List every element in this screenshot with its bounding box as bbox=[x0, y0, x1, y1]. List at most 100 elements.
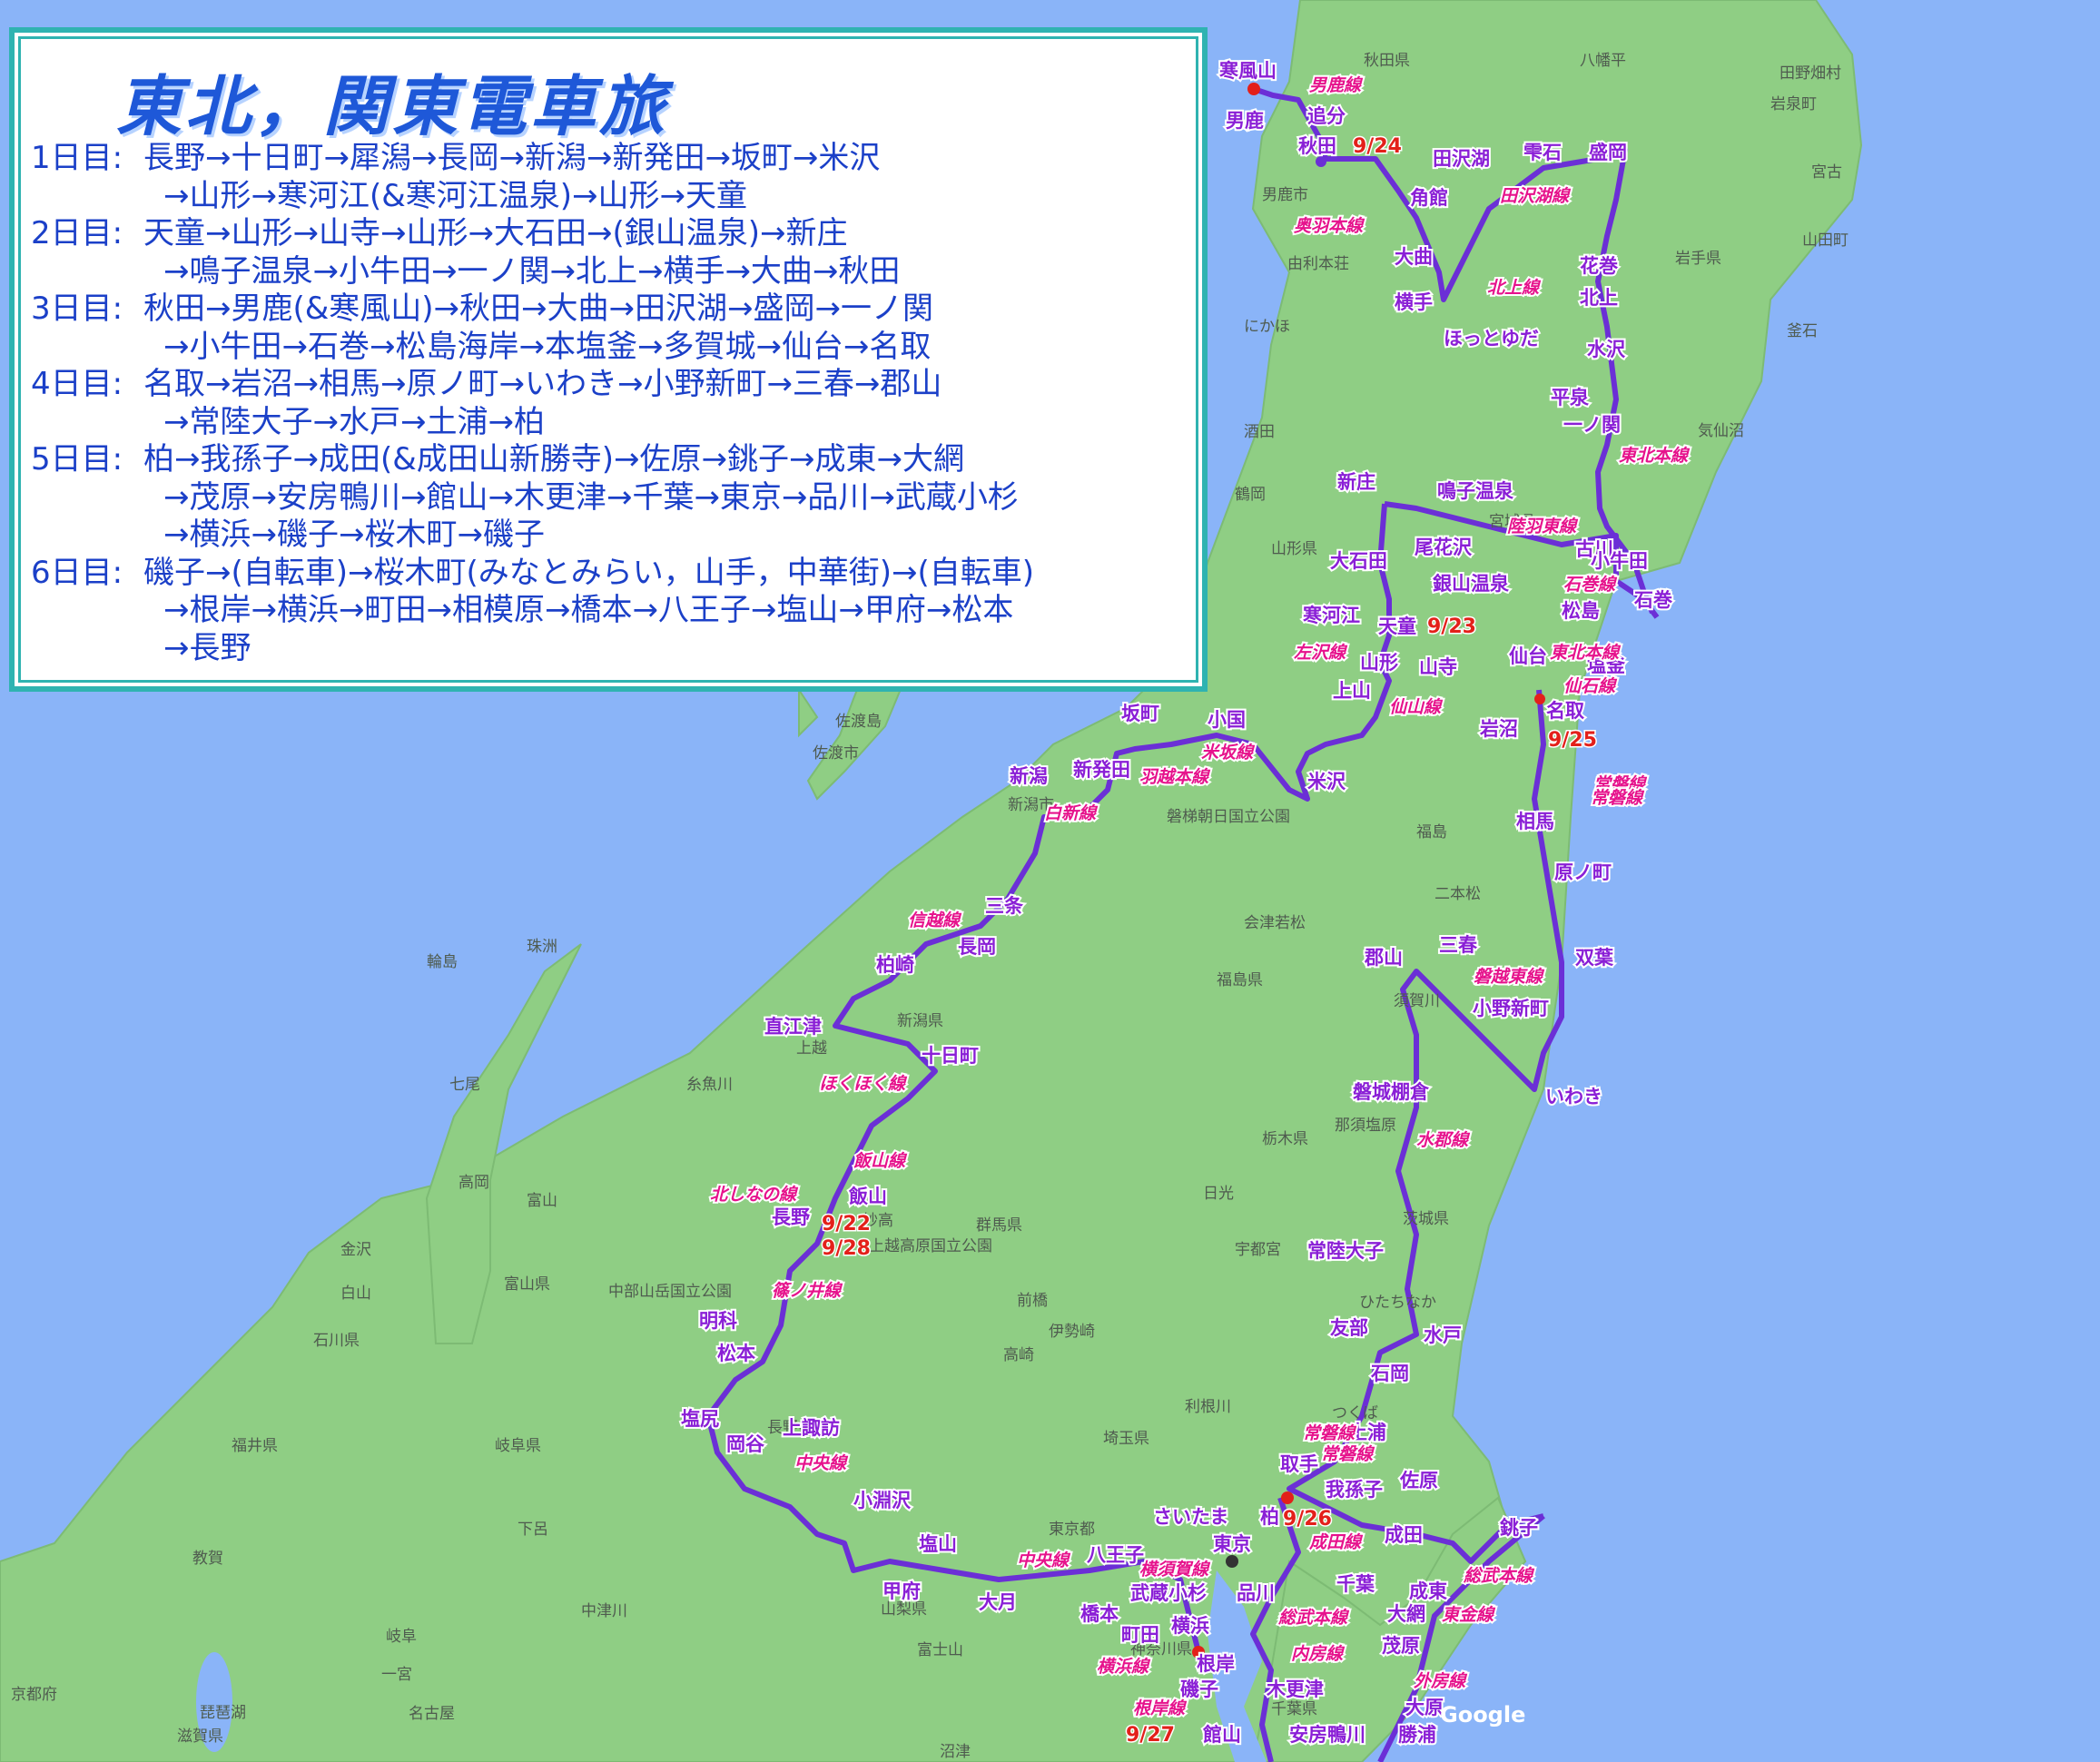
place-name: 男鹿市 bbox=[1262, 186, 1308, 204]
place-name: 新潟県 bbox=[897, 1012, 943, 1030]
tokyo-bay bbox=[1208, 1570, 1267, 1762]
station-label: 長岡 bbox=[958, 936, 996, 958]
station-label: 取手 bbox=[1280, 1453, 1318, 1475]
place-name: 福島県 bbox=[1217, 971, 1263, 989]
station-label: 相馬 bbox=[1516, 811, 1554, 832]
place-name: 新潟市 bbox=[1008, 796, 1054, 814]
station-label: 友部 bbox=[1330, 1317, 1368, 1339]
line-label: 常磐線 bbox=[1321, 1444, 1375, 1464]
day-route: 柏→我孫子→成田(&成田山新勝寺)→佐原→銚子→成東→大網 →茂原→安房鴨川→館山… bbox=[143, 441, 1193, 555]
station-label: 秋田 bbox=[1298, 135, 1336, 157]
station-label: 名取 bbox=[1546, 700, 1584, 722]
date-labels: 9/24 9/23 9/25 9/22 9/28 9/26 9/27 bbox=[821, 134, 1599, 1748]
place-name: 福島 bbox=[1416, 823, 1447, 842]
line-label: 横浜線 bbox=[1097, 1657, 1151, 1677]
day-route-line: 磯子→(自転車)→桜木町(みなとみらい，山手，中華街)→(自転車) bbox=[143, 554, 1035, 591]
station-label: 茂原 bbox=[1382, 1635, 1420, 1657]
day-label: 3日目: bbox=[31, 290, 123, 327]
railway-route-3 bbox=[705, 503, 1392, 1653]
station-label: 新庄 bbox=[1337, 471, 1375, 493]
route-dot bbox=[1192, 1646, 1205, 1659]
itinerary-list: 1日目: 長野→十日町→犀潟→長岡→新潟→新発田→坂町→米沢 →山形→寒河江(&寒河… bbox=[31, 140, 1193, 667]
station-label: 明科 bbox=[699, 1310, 737, 1332]
place-name: 宮城県 bbox=[1489, 513, 1535, 531]
line-label: 飯山線 bbox=[853, 1151, 908, 1171]
line-label: ほくほく線 bbox=[819, 1074, 908, 1094]
itinerary-day: 1日目: 長野→十日町→犀潟→長岡→新潟→新発田→坂町→米沢 →山形→寒河江(&寒河… bbox=[31, 140, 1193, 215]
place-name: 中津川 bbox=[581, 1602, 627, 1620]
station-label: 山形 bbox=[1360, 652, 1398, 674]
line-label: 総武本線 bbox=[1277, 1608, 1350, 1628]
place-name: 富士山 bbox=[917, 1641, 963, 1659]
day-route-line: →小牛田→石巻→松島海岸→本塩釜→多賀城→仙台→名取 bbox=[163, 328, 932, 365]
place-name: 白山 bbox=[340, 1285, 371, 1303]
place-name: 中部山岳国立公園 bbox=[608, 1283, 732, 1301]
line-label: 総武本線 bbox=[1463, 1566, 1535, 1586]
route-dot bbox=[1281, 1491, 1294, 1504]
station-label: 柏 bbox=[1260, 1506, 1279, 1528]
place-name: 高崎 bbox=[1003, 1346, 1034, 1364]
day-route: 名取→岩沼→相馬→原ノ町→いわき→小野新町→三春→郡山 →常陸大子→水戸→土浦→柏 bbox=[143, 366, 1193, 441]
station-label: 常陸大子 bbox=[1307, 1240, 1384, 1262]
place-name: 伊勢崎 bbox=[1049, 1323, 1095, 1341]
place-name: 佐渡島 bbox=[835, 713, 882, 731]
line-label: 左沢線 bbox=[1294, 643, 1348, 663]
line-label: 外房線 bbox=[1413, 1671, 1468, 1691]
itinerary-day: 2日目: 天童→山形→山寺→山形→大石田→(銀山温泉)→新庄 →鳴子温泉→小牛田→一… bbox=[31, 215, 1193, 290]
day-route-line: →茂原→安房鴨川→館山→木更津→千葉→東京→品川→武蔵小杉 bbox=[163, 478, 1019, 516]
station-label: 長野 bbox=[772, 1206, 810, 1228]
line-label: 奥羽本線 bbox=[1294, 216, 1365, 236]
station-label: 郡山 bbox=[1364, 947, 1403, 969]
place-name: 珠洲 bbox=[527, 938, 557, 956]
station-label: 原ノ町 bbox=[1554, 861, 1612, 883]
station-label: 松島 bbox=[1562, 600, 1600, 622]
day-route-line: →山形→寒河江(&寒河江温泉)→山形→天童 bbox=[163, 177, 747, 214]
station-label: 新潟 bbox=[1010, 765, 1048, 787]
station-label: 大曲 bbox=[1395, 246, 1433, 268]
day-route-line: →長野 bbox=[163, 629, 251, 666]
noto-peninsula bbox=[425, 943, 582, 1344]
railway-route-6 bbox=[1377, 1513, 1545, 1762]
line-label: 中央線 bbox=[794, 1453, 849, 1473]
place-name: 石川県 bbox=[313, 1332, 360, 1350]
place-name: にかほ bbox=[1244, 318, 1290, 336]
place-name: 糸魚川 bbox=[686, 1076, 733, 1094]
place-name: 岐阜県 bbox=[495, 1437, 541, 1455]
day-label: 6日目: bbox=[31, 554, 123, 591]
line-label: 磐越東線 bbox=[1474, 967, 1545, 987]
place-name: 岩手県 bbox=[1675, 250, 1721, 268]
station-label: 古川 bbox=[1575, 538, 1613, 560]
station-label: 小淵沢 bbox=[853, 1490, 912, 1511]
station-label: 大石田 bbox=[1330, 550, 1387, 572]
line-label: 石巻線 bbox=[1563, 575, 1618, 595]
station-label: 大原 bbox=[1405, 1697, 1444, 1718]
line-label: 常磐線 bbox=[1303, 1423, 1357, 1443]
day-label: 5日目: bbox=[31, 441, 123, 477]
line-label: 水郡線 bbox=[1416, 1130, 1471, 1150]
station-label: 山寺 bbox=[1419, 656, 1457, 678]
station-label: さいたま bbox=[1153, 1506, 1228, 1528]
day-route-line: 長野→十日町→犀潟→長岡→新潟→新発田→坂町→米沢 bbox=[143, 140, 881, 176]
station-label: 塩山 bbox=[919, 1533, 957, 1555]
itinerary-day: 3日目: 秋田→男鹿(&寒風山)→秋田→大曲→田沢湖→盛岡→一ノ関 →小牛田→石巻→… bbox=[31, 290, 1193, 366]
place-name: 福井県 bbox=[232, 1437, 278, 1455]
station-label: 新発田 bbox=[1073, 759, 1130, 781]
station-label: 角館 bbox=[1410, 187, 1448, 209]
day-route-line: →鳴子温泉→小牛田→一ノ関→北上→横手→大曲→秋田 bbox=[163, 252, 901, 290]
station-label: 天童 bbox=[1378, 615, 1416, 637]
station-label: 石巻 bbox=[1633, 589, 1672, 611]
station-label: 木更津 bbox=[1266, 1678, 1324, 1700]
station-label: 三春 bbox=[1439, 934, 1478, 956]
line-label: 米坂線 bbox=[1201, 743, 1256, 763]
line-label: 内房線 bbox=[1291, 1644, 1346, 1664]
place-name: 会津若松 bbox=[1244, 914, 1306, 932]
station-label: 館山 bbox=[1203, 1724, 1241, 1746]
place-name: 前橋 bbox=[1017, 1292, 1048, 1310]
railway-route bbox=[1253, 86, 1655, 615]
place-name: 長野県 bbox=[767, 1419, 813, 1437]
station-label: 水戸 bbox=[1424, 1324, 1462, 1346]
line-label: 田沢湖線 bbox=[1500, 186, 1572, 206]
place-name: 富山県 bbox=[504, 1275, 550, 1294]
place-name: 田野畑村 bbox=[1780, 64, 1841, 83]
station-label: 尾花沢 bbox=[1415, 536, 1473, 558]
